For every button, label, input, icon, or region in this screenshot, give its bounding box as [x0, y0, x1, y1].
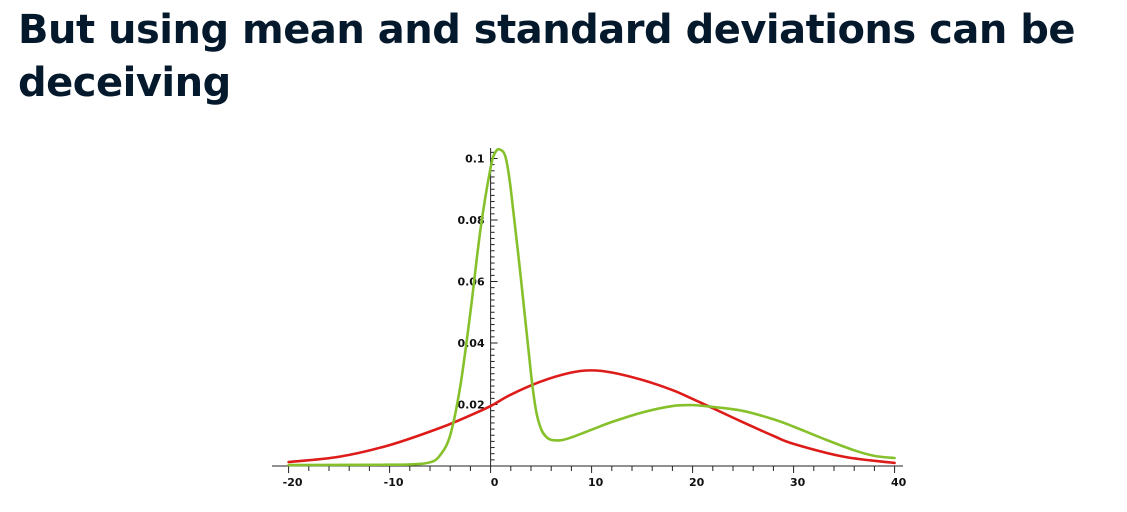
- y-tick-label: 0.08: [457, 214, 484, 227]
- chart-series-layer: [287, 147, 896, 467]
- y-tick-label: 0.04: [457, 337, 484, 350]
- x-tick-label: -20: [283, 476, 303, 489]
- x-tick-label: 0: [491, 476, 499, 489]
- y-tick-label: 0.06: [457, 276, 484, 289]
- x-tick-label: 40: [891, 476, 907, 489]
- y-tick-label: 0.02: [457, 399, 484, 412]
- x-tick-label: -10: [384, 476, 404, 489]
- x-tick-label: 10: [588, 476, 604, 489]
- chart-axes: -20 -10 0 10 20 30 40 0.02 0.04 0.06 0.08 0.1: [272, 148, 907, 489]
- x-tick-label: 20: [689, 476, 705, 489]
- series-line-red: [287, 369, 896, 465]
- slide-title: But using mean and standard deviations c…: [18, 7, 1076, 106]
- series-line-green: [287, 147, 896, 467]
- y-tick-label: 0.1: [465, 153, 485, 166]
- x-tick-label: 30: [790, 476, 806, 489]
